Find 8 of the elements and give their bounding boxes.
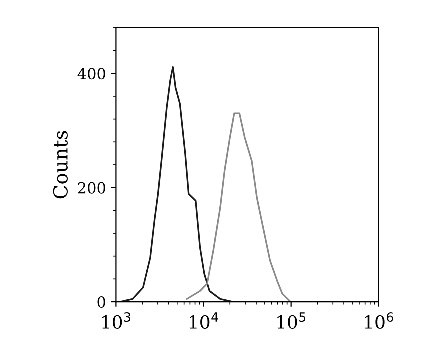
x-tick-label: 10$^{5}$ — [278, 312, 306, 330]
x-tick-label: 10$^{4}$ — [190, 312, 218, 330]
y-tick-label: 0 — [98, 296, 106, 308]
y-tick-label: 400 — [78, 68, 106, 80]
y-tick-label: 200 — [78, 182, 106, 194]
x-tick-label: 10$^{3}$ — [102, 312, 130, 330]
x-tick-label: 10$^{6}$ — [365, 312, 394, 330]
y-axis-title: Counts — [53, 131, 68, 199]
